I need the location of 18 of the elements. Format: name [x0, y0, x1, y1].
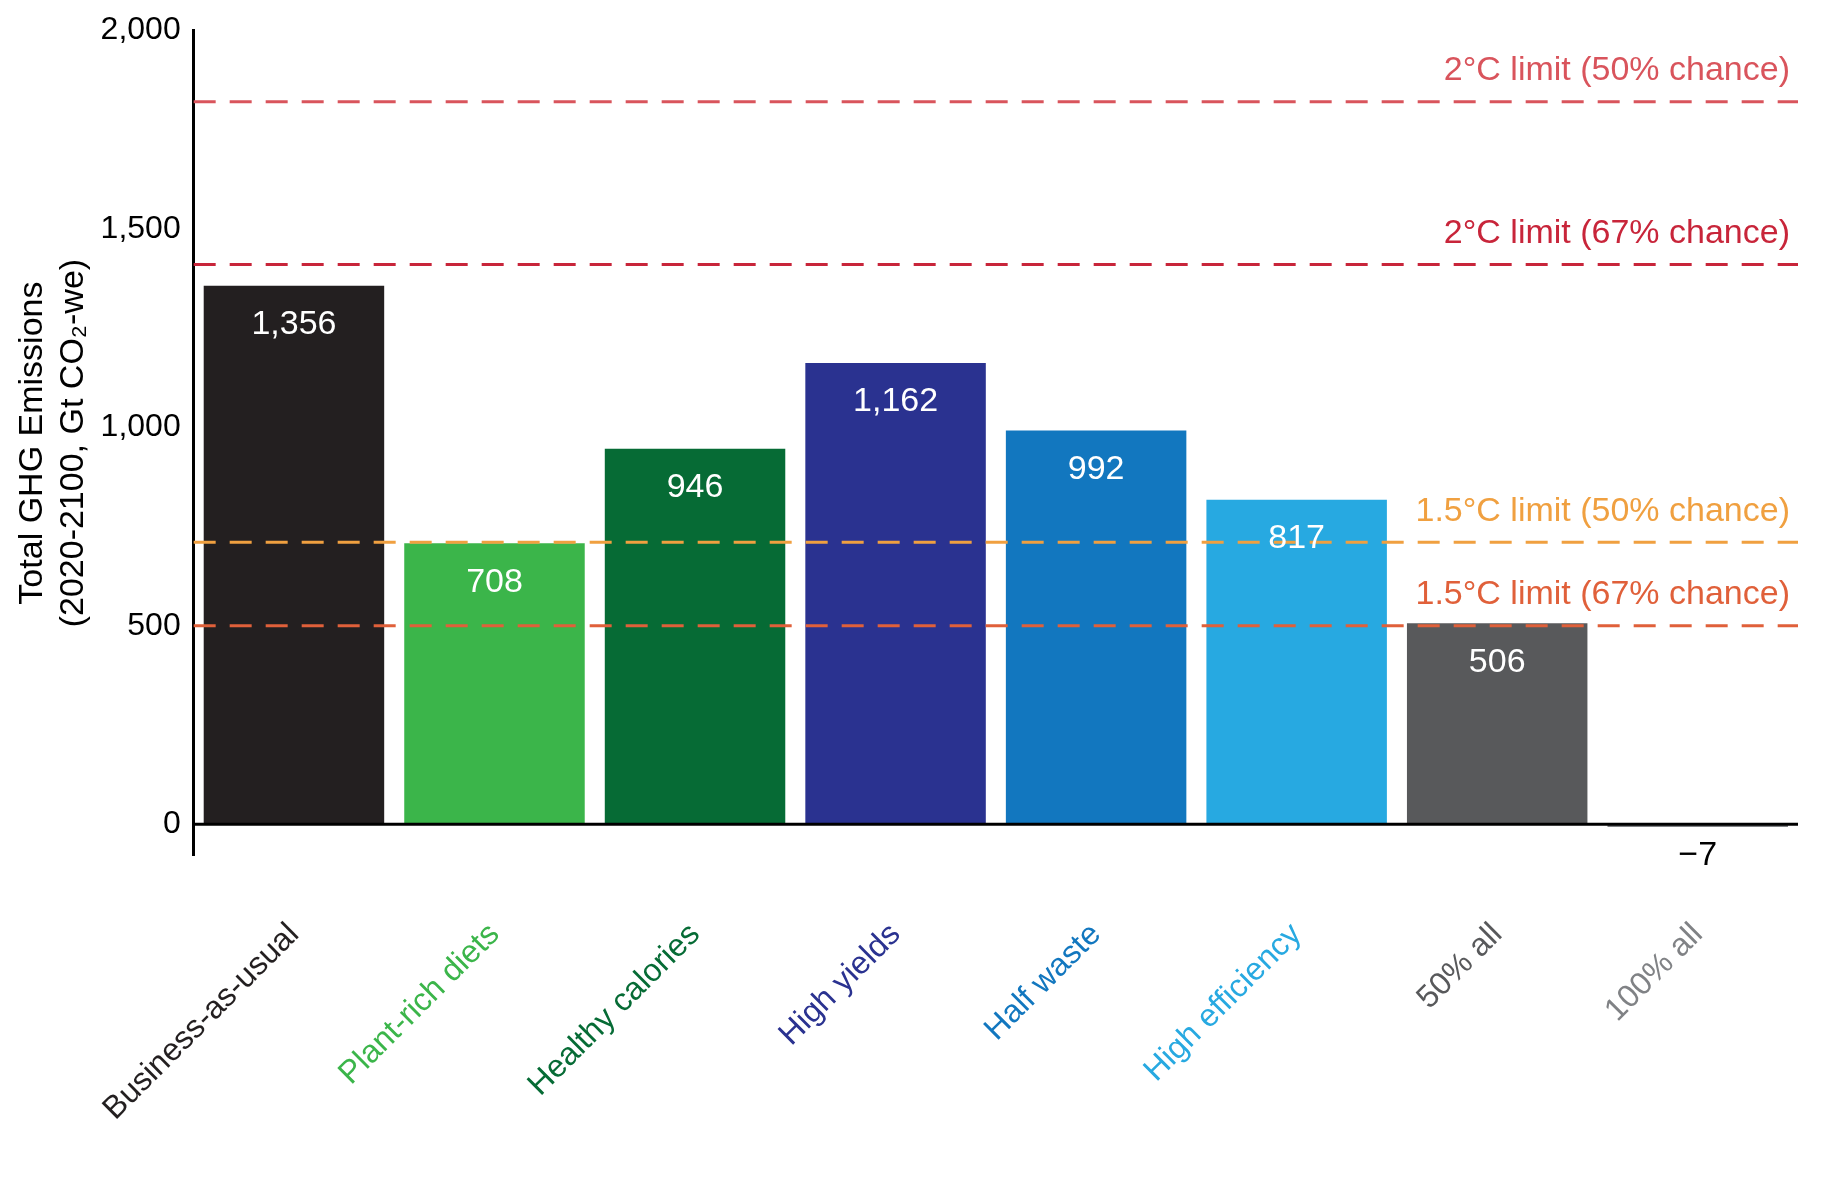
data-label: 946 [666, 466, 724, 505]
y-tick-label: 1,000 [100, 407, 181, 444]
data-label: 1,356 [251, 303, 337, 342]
data-label: 992 [1067, 447, 1125, 486]
ref-line-label: 1.5°C limit (50% chance) [1415, 489, 1790, 528]
y-axis-title: Total GHG Emissions (2020-2100, Gt CO₂-we) [10, 258, 90, 628]
data-label: 708 [466, 560, 523, 599]
ref-line-label: 1.5°C limit (67% chance) [1415, 573, 1790, 612]
y-tick-label: 1,500 [100, 208, 181, 245]
y-tick-label: 500 [127, 605, 181, 642]
ref-line-label: 2°C limit (50% chance) [1443, 49, 1790, 88]
ref-line-label: 2°C limit (67% chance) [1443, 211, 1790, 250]
data-label: −7 [1678, 833, 1718, 872]
x-tick-label: 50% all [1408, 915, 1509, 1015]
data-label: 1,162 [853, 380, 939, 419]
y-tick-label: 0 [162, 804, 181, 841]
data-label: 506 [1468, 640, 1526, 679]
y-tick-label: 2,000 [100, 10, 181, 47]
